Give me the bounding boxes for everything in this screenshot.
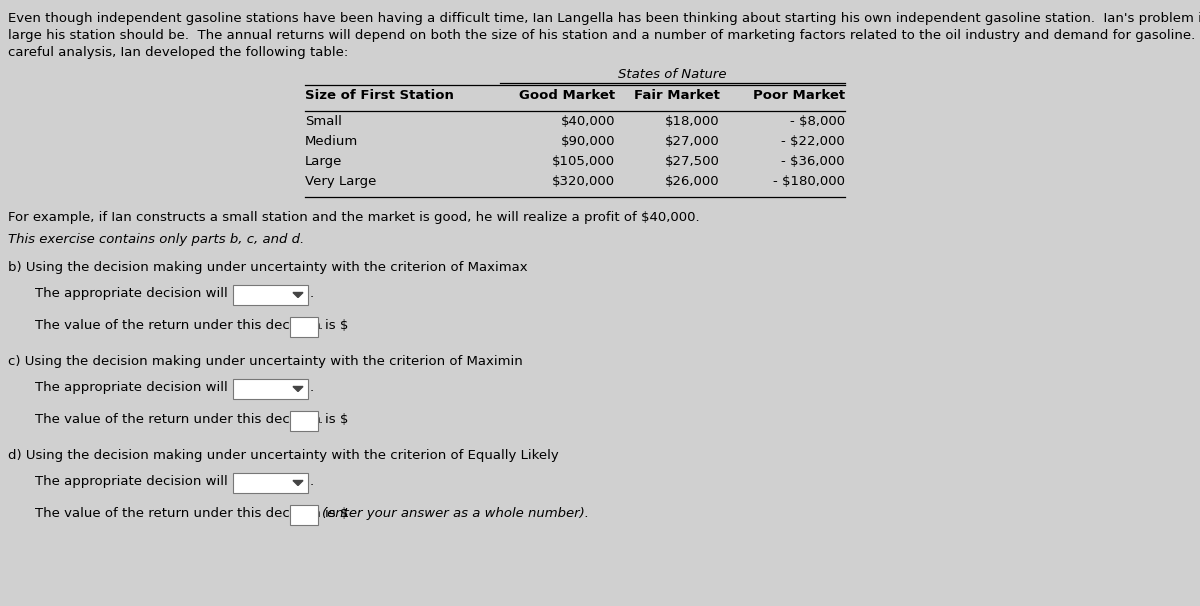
Text: $27,500: $27,500 [665, 155, 720, 168]
Text: .: . [319, 319, 323, 332]
Bar [290, 317, 318, 337]
Text: large his station should be.  The annual returns will depend on both the size of: large his station should be. The annual … [8, 29, 1200, 42]
Text: $18,000: $18,000 [665, 115, 720, 128]
Text: Large: Large [305, 155, 342, 168]
Text: $105,000: $105,000 [552, 155, 616, 168]
Text: (enter your answer as a whole number).: (enter your answer as a whole number). [322, 507, 589, 520]
Text: $90,000: $90,000 [560, 135, 616, 148]
Text: Very Large: Very Large [305, 175, 377, 188]
Bar [233, 473, 308, 493]
Text: Poor Market: Poor Market [752, 89, 845, 102]
Text: The appropriate decision will be: The appropriate decision will be [35, 287, 248, 300]
Text: The appropriate decision will be: The appropriate decision will be [35, 475, 248, 488]
Text: - $22,000: - $22,000 [781, 135, 845, 148]
Text: The value of the return under this decision is $: The value of the return under this decis… [35, 319, 348, 332]
Text: $320,000: $320,000 [552, 175, 616, 188]
Text: .: . [310, 475, 314, 488]
Polygon shape [293, 481, 302, 485]
Text: Good Market: Good Market [518, 89, 616, 102]
Text: - $8,000: - $8,000 [790, 115, 845, 128]
Text: States of Nature: States of Nature [618, 68, 727, 81]
Text: c) Using the decision making under uncertainty with the criterion of Maximin: c) Using the decision making under uncer… [8, 355, 523, 368]
Bar [233, 285, 308, 305]
Text: This exercise contains only parts b, c, and d.: This exercise contains only parts b, c, … [8, 233, 305, 246]
Polygon shape [293, 387, 302, 391]
Text: .: . [310, 381, 314, 394]
Text: - $36,000: - $36,000 [781, 155, 845, 168]
Polygon shape [293, 293, 302, 298]
Text: - $180,000: - $180,000 [773, 175, 845, 188]
Text: b) Using the decision making under uncertainty with the criterion of Maximax: b) Using the decision making under uncer… [8, 261, 528, 274]
Text: .: . [310, 287, 314, 300]
Text: $40,000: $40,000 [560, 115, 616, 128]
Text: Even though independent gasoline stations have been having a difficult time, Ian: Even though independent gasoline station… [8, 12, 1200, 25]
Bar [233, 379, 308, 399]
Bar [290, 411, 318, 431]
Text: Medium: Medium [305, 135, 359, 148]
Text: .: . [319, 413, 323, 426]
Text: careful analysis, Ian developed the following table:: careful analysis, Ian developed the foll… [8, 46, 348, 59]
Text: The value of the return under this decision is $: The value of the return under this decis… [35, 507, 348, 520]
Text: d) Using the decision making under uncertainty with the criterion of Equally Lik: d) Using the decision making under uncer… [8, 449, 559, 462]
Bar [290, 505, 318, 525]
Text: For example, if Ian constructs a small station and the market is good, he will r: For example, if Ian constructs a small s… [8, 211, 700, 224]
Text: The value of the return under this decision is $: The value of the return under this decis… [35, 413, 348, 426]
Text: Size of First Station: Size of First Station [305, 89, 454, 102]
Text: Small: Small [305, 115, 342, 128]
Text: Fair Market: Fair Market [634, 89, 720, 102]
Text: The appropriate decision will be: The appropriate decision will be [35, 381, 248, 394]
Text: $27,000: $27,000 [665, 135, 720, 148]
Text: $26,000: $26,000 [665, 175, 720, 188]
